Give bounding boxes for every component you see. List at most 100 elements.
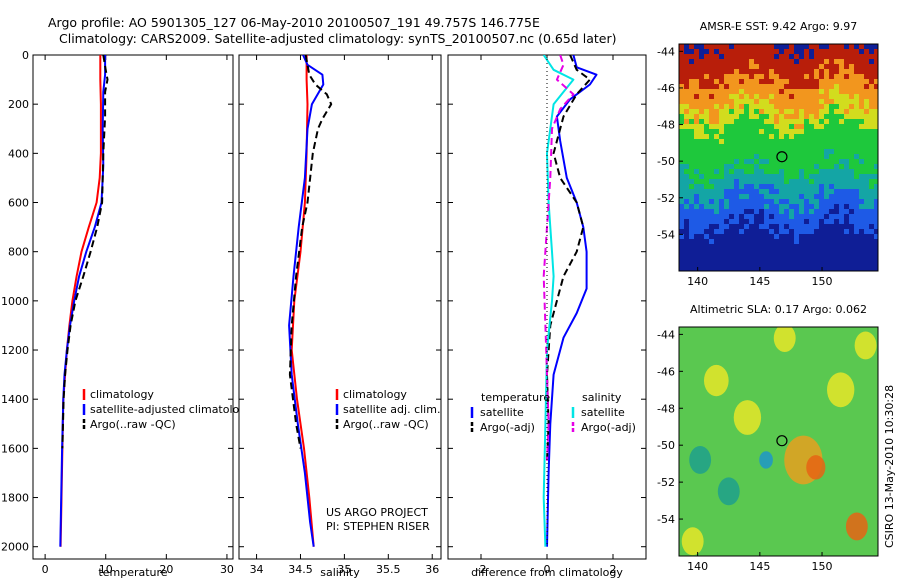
- legend-label: climatology: [343, 388, 407, 401]
- map-cell: [859, 219, 865, 225]
- map-cell: [839, 114, 845, 120]
- map-cell: [734, 114, 740, 120]
- map-cell: [839, 249, 845, 255]
- y-tick-label: 800: [8, 246, 29, 259]
- map-cell: [769, 224, 775, 230]
- map-cell: [859, 79, 865, 85]
- map-cell: [844, 84, 850, 90]
- map-cell: [874, 79, 878, 85]
- map-cell: [729, 214, 735, 220]
- map-cell: [769, 49, 775, 55]
- map-cell: [774, 239, 780, 245]
- map-cell: [834, 164, 840, 170]
- map-cell: [829, 209, 835, 215]
- map-cell: [744, 154, 750, 160]
- map-cell: [744, 139, 750, 145]
- map-cell: [754, 104, 760, 110]
- map-cell: [759, 249, 765, 255]
- map-cell: [689, 74, 695, 80]
- map-cell: [689, 84, 695, 90]
- map-cell: [689, 189, 695, 195]
- map-cell: [774, 164, 780, 170]
- map-cell: [729, 44, 735, 50]
- map-cell: [679, 209, 685, 215]
- map-cell: [859, 209, 865, 215]
- map-cell: [764, 109, 770, 115]
- x-tick-label: 30: [220, 563, 234, 576]
- map-cell: [794, 69, 800, 75]
- legend-label: satellite-adjusted climatology: [90, 403, 253, 416]
- map-cell: [789, 164, 795, 170]
- map-cell: [864, 194, 870, 200]
- map-cell: [739, 129, 745, 135]
- map-cell: [709, 179, 715, 185]
- map-cell: [849, 74, 855, 80]
- map-cell: [839, 184, 845, 190]
- map-cell: [849, 144, 855, 150]
- map-cell: [734, 54, 740, 60]
- map-cell: [824, 209, 830, 215]
- map-cell: [699, 269, 705, 271]
- map-cell: [769, 94, 775, 100]
- map-cell: [864, 254, 870, 260]
- map-cell: [684, 209, 690, 215]
- map-cell: [804, 249, 810, 255]
- map-cell: [864, 64, 870, 70]
- map-cell: [744, 254, 750, 260]
- map-cell: [719, 149, 725, 155]
- map-cell: [869, 154, 875, 160]
- map-cell: [769, 199, 775, 205]
- map-cell: [714, 264, 720, 270]
- map-cell: [809, 154, 815, 160]
- map-cell: [824, 134, 830, 140]
- map-cell: [734, 49, 740, 55]
- map-cell: [694, 114, 700, 120]
- map-cell: [729, 229, 735, 235]
- map-cell: [844, 164, 850, 170]
- map-cell: [714, 54, 720, 60]
- map-cell: [734, 119, 740, 125]
- map-cell: [744, 109, 750, 115]
- map-cell: [684, 234, 690, 240]
- map-cell: [864, 179, 870, 185]
- map-cell: [829, 94, 835, 100]
- map-cell: [789, 89, 795, 95]
- map-cell: [704, 134, 710, 140]
- map-cell: [764, 89, 770, 95]
- map-cell: [734, 204, 740, 210]
- map-cell: [799, 224, 805, 230]
- map-cell: [689, 109, 695, 115]
- map-cell: [684, 104, 690, 110]
- map-cell: [724, 84, 730, 90]
- map-cell: [764, 164, 770, 170]
- map-cell: [799, 179, 805, 185]
- map-cell: [789, 249, 795, 255]
- y-tick-label: 1800: [1, 492, 29, 505]
- map-cell: [864, 49, 870, 55]
- map-cell: [854, 64, 860, 70]
- map-cell: [844, 99, 850, 105]
- map-cell: [719, 49, 725, 55]
- map-cell: [769, 254, 775, 260]
- map-cell: [744, 189, 750, 195]
- map-cell: [704, 124, 710, 130]
- map-cell: [784, 159, 790, 165]
- y-tick-label: -48: [657, 402, 675, 415]
- map-cell: [774, 254, 780, 260]
- map-cell: [724, 159, 730, 165]
- map-cell: [789, 124, 795, 130]
- map-cell: [714, 164, 720, 170]
- map-cell: [679, 224, 685, 230]
- map-cell: [779, 224, 785, 230]
- map-cell: [784, 199, 790, 205]
- map-cell: [684, 134, 690, 140]
- map-cell: [864, 204, 870, 210]
- map-cell: [694, 199, 700, 205]
- map-cell: [744, 164, 750, 170]
- map-cell: [694, 234, 700, 240]
- map-cell: [754, 154, 760, 160]
- map-cell: [829, 74, 835, 80]
- map-cell: [789, 49, 795, 55]
- map-cell: [684, 49, 690, 55]
- map-cell: [759, 259, 765, 265]
